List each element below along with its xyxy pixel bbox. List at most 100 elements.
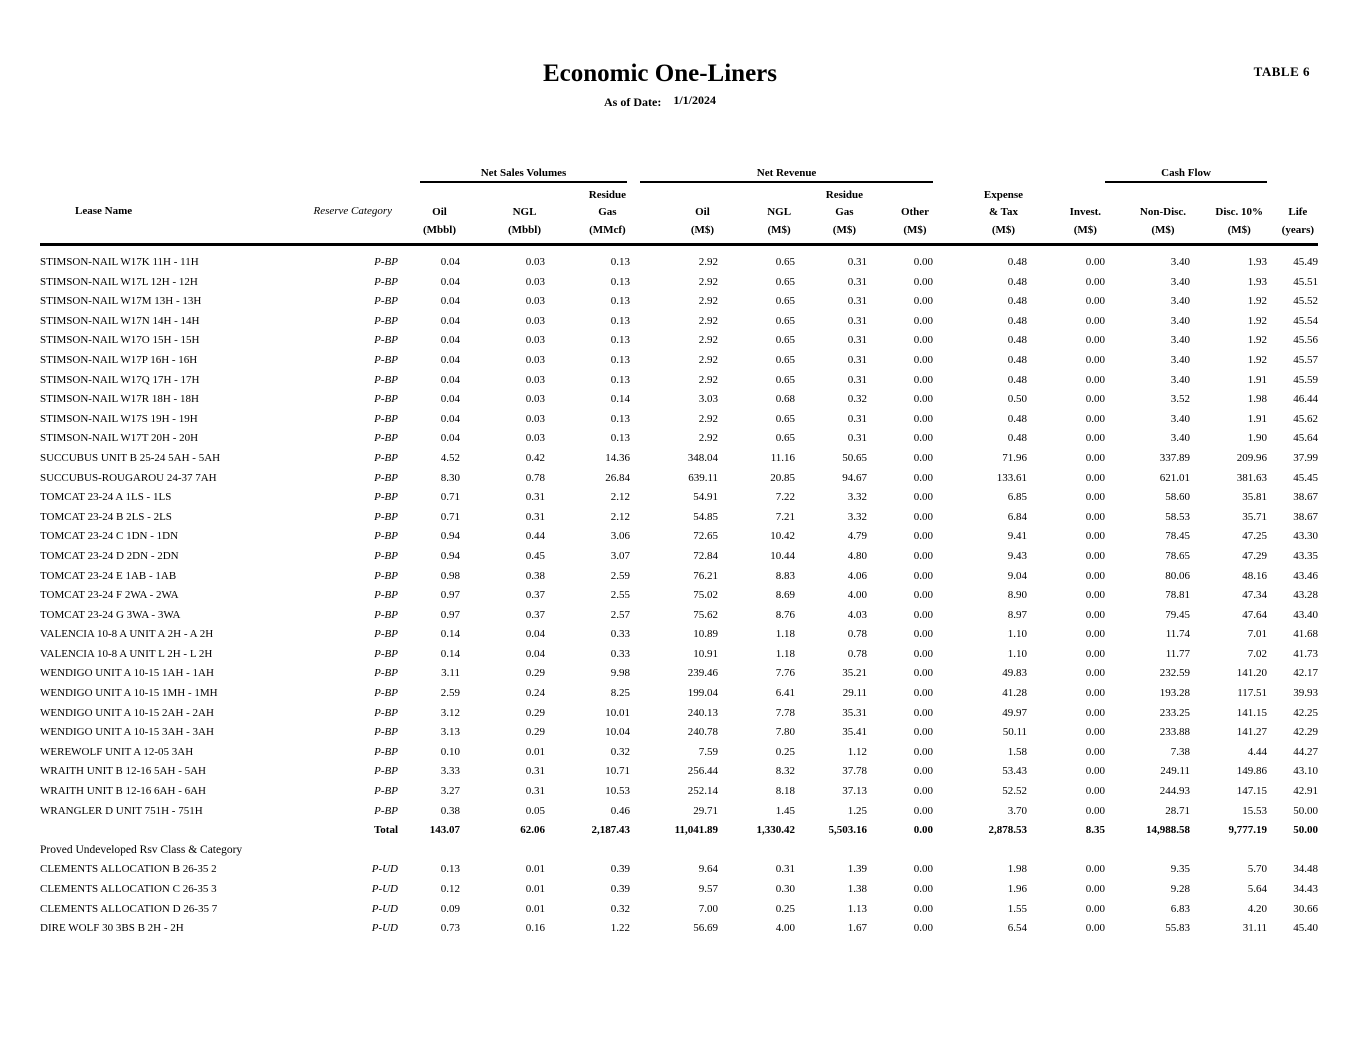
- value-cell: 0.00: [1085, 745, 1106, 758]
- value-cell: 3.40: [1170, 314, 1191, 327]
- value-cell: 9.41: [1007, 530, 1028, 543]
- value-cell: 78.45: [1165, 530, 1191, 543]
- lease-name-cell: STIMSON-NAIL W17P 16H - 16H: [40, 353, 198, 366]
- value-cell: 1.55: [1007, 902, 1028, 915]
- value-cell: 0.04: [525, 628, 545, 641]
- value-cell: 54.91: [693, 491, 719, 504]
- economic-one-liners-table: Net Sales Volumes Net Revenue Cash Flow …: [40, 155, 1319, 939]
- value-cell: 50.00: [1293, 804, 1319, 817]
- value-cell: 0.00: [1085, 922, 1106, 935]
- value-cell: 7.78: [775, 706, 796, 719]
- column-header-invest: Invest. (M$): [1027, 183, 1106, 246]
- value-cell: 3.03: [698, 393, 719, 406]
- value-cell: 0.45: [525, 549, 545, 562]
- value-cell: 0.00: [913, 922, 934, 935]
- value-cell: 0.13: [610, 275, 631, 288]
- value-cell: 9.64: [698, 863, 719, 876]
- value-cell: 45.62: [1293, 412, 1319, 425]
- reserve-category-cell: P-BP: [374, 393, 398, 406]
- value-cell: 0.00: [1085, 314, 1106, 327]
- value-cell: 2.92: [698, 353, 719, 366]
- value-cell: 1.92: [1247, 314, 1268, 327]
- value-cell: 3.52: [1170, 393, 1191, 406]
- value-cell: 45.57: [1293, 353, 1319, 366]
- value-cell: 0.00: [1085, 295, 1106, 308]
- reserve-category-cell: P-BP: [374, 589, 398, 602]
- value-cell: 0.33: [610, 628, 631, 641]
- value-cell: 0.00: [913, 883, 934, 895]
- lease-name-cell: STIMSON-NAIL W17R 18H - 18H: [40, 393, 199, 406]
- value-cell: 0.46: [610, 804, 631, 817]
- value-cell: 1.18: [775, 628, 796, 641]
- value-cell: 0.00: [1085, 334, 1106, 347]
- value-cell: 0.00: [913, 608, 934, 621]
- reserve-category-cell: P-BP: [374, 256, 398, 268]
- value-cell: 0.13: [440, 863, 460, 876]
- value-cell: 337.89: [1159, 451, 1191, 464]
- value-cell: 3.40: [1170, 295, 1191, 308]
- value-cell: 0.00: [1085, 569, 1106, 582]
- value-cell: 2.12: [610, 491, 631, 504]
- value-cell: 1.13: [847, 902, 868, 915]
- value-cell: 1.93: [1247, 275, 1268, 288]
- value-cell: 45.51: [1293, 275, 1319, 288]
- value-cell: 0.00: [913, 804, 934, 817]
- value-cell: 0.00: [913, 451, 934, 464]
- reserve-category-cell: P-UD: [371, 883, 398, 895]
- reserve-category-cell: P-BP: [374, 608, 398, 621]
- value-cell: 0.31: [525, 491, 545, 504]
- value-cell: 0.29: [525, 706, 545, 719]
- value-cell: 35.81: [1242, 491, 1268, 504]
- value-cell: 0.00: [913, 589, 934, 602]
- table-row: CLEMENTS ALLOCATION D 26-35 7 P-UD 0.09 0.0…: [40, 900, 1318, 920]
- value-cell: 0.00: [1085, 628, 1106, 641]
- column-header-disc-10: Disc. 10% (M$): [1190, 183, 1268, 246]
- value-cell: 0.13: [610, 295, 631, 308]
- value-cell: 48.16: [1242, 569, 1268, 582]
- value-cell: 3.40: [1170, 256, 1191, 268]
- value-cell: 240.13: [687, 706, 719, 719]
- value-cell: 0.29: [525, 726, 545, 739]
- value-cell: 42.17: [1293, 667, 1319, 680]
- reserve-category-cell: P-BP: [374, 491, 398, 504]
- lease-name-cell: SUCCUBUS UNIT B 25-24 5AH - 5AH: [40, 451, 221, 464]
- value-cell: 0.78: [847, 628, 868, 641]
- table-row: TOMCAT 23-24 C 1DN - 1DN P-BP 0.94 0.44 3.06…: [40, 527, 1318, 547]
- value-cell: 42.25: [1293, 706, 1319, 719]
- value-cell: 1.67: [847, 922, 868, 935]
- column-header-ngl-volume: NGL (Mbbl): [460, 183, 545, 246]
- column-header-reserve-category: Reserve Category: [288, 183, 398, 246]
- value-cell: 0.65: [775, 412, 796, 425]
- value-cell: 9.98: [610, 667, 631, 680]
- value-cell: 0.03: [525, 432, 545, 445]
- value-cell: 249.11: [1160, 765, 1191, 778]
- value-cell: 0.25: [775, 745, 796, 758]
- reserve-category-cell: P-BP: [374, 706, 398, 719]
- value-cell: 52.52: [1002, 785, 1028, 798]
- value-cell: 0.31: [847, 334, 868, 347]
- value-cell: 3.12: [440, 706, 460, 719]
- value-cell: 0.00: [1085, 510, 1106, 523]
- value-cell: 0.00: [913, 295, 934, 308]
- value-cell: 72.65: [693, 530, 719, 543]
- value-cell: 45.54: [1293, 314, 1319, 327]
- reserve-category-cell: P-BP: [374, 726, 398, 739]
- value-cell: 239.46: [687, 667, 719, 680]
- value-cell: 0.00: [1085, 863, 1106, 876]
- value-cell: 2.59: [440, 687, 460, 700]
- value-cell: 1.45: [775, 804, 796, 817]
- lease-name-cell: TOMCAT 23-24 A 1LS - 1LS: [40, 491, 172, 504]
- value-cell: 4.44: [1247, 745, 1268, 758]
- value-cell: 0.98: [440, 569, 460, 582]
- value-cell: 4.79: [847, 530, 868, 543]
- value-cell: 0.48: [1007, 295, 1028, 308]
- value-cell: 8.32: [775, 765, 796, 778]
- value-cell: 0.48: [1007, 314, 1028, 327]
- value-cell: 9.43: [1007, 549, 1028, 562]
- value-cell: 8.69: [775, 589, 796, 602]
- table-body: STIMSON-NAIL W17K 11H - 11H P-BP 0.04 0.03 0…: [40, 245, 1318, 939]
- value-cell: 0.39: [610, 883, 631, 895]
- value-cell: 3.40: [1170, 373, 1191, 386]
- lease-name-cell: STIMSON-NAIL W17K 11H - 11H: [40, 256, 199, 268]
